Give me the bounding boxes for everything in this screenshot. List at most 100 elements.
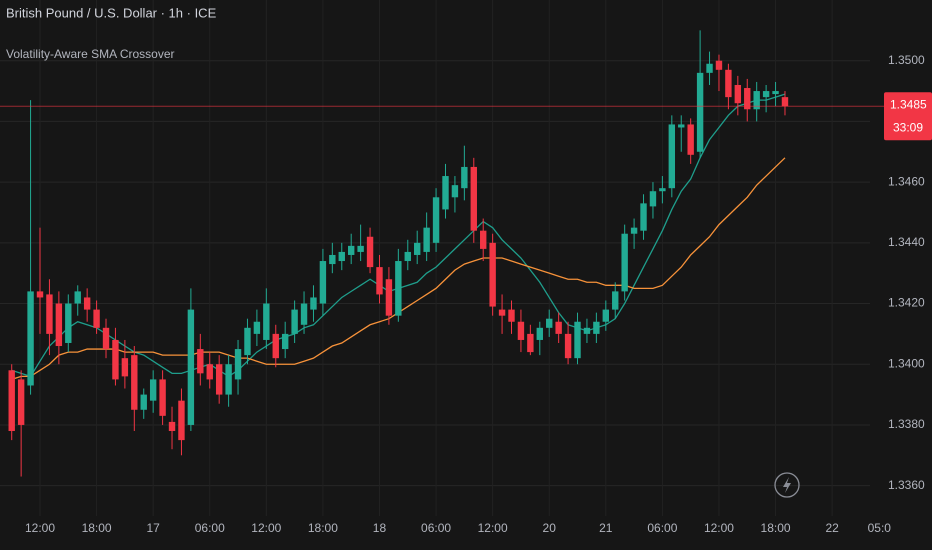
candle-body [319, 261, 327, 304]
candle-body [206, 364, 213, 380]
candle-body [291, 309, 298, 334]
candle-body [451, 185, 459, 198]
y-tick-label: 1.3360 [888, 478, 925, 492]
candle-body [621, 233, 628, 292]
candle-body [734, 84, 742, 104]
y-tick-label: 1.3380 [888, 417, 925, 431]
candle-body [630, 227, 638, 234]
candle-body [234, 349, 242, 380]
y-tick-label: 1.3420 [888, 296, 925, 310]
candle-body [772, 91, 779, 95]
x-tick-label: 06:00 [195, 521, 225, 535]
candle-body [385, 279, 393, 316]
candle-body [564, 333, 572, 359]
candle-body [8, 370, 15, 432]
lightning-icon [774, 472, 800, 498]
candle-body [310, 297, 317, 310]
candle-body [583, 327, 591, 334]
candle-body [253, 321, 261, 334]
candle-body [640, 203, 647, 231]
x-tick-label: 21 [599, 521, 613, 535]
candle-body [112, 339, 119, 380]
candle-body [442, 176, 449, 210]
candle-body [376, 267, 383, 295]
x-tick-label: 18:00 [82, 521, 112, 535]
candle-body [555, 321, 562, 334]
x-tick-label: 18:00 [308, 521, 338, 535]
candle-body [338, 251, 345, 262]
countdown-label: 33:09 [893, 120, 923, 134]
x-tick-label: 12:00 [704, 521, 734, 535]
candle-body [753, 91, 760, 110]
x-tick-label: 12:00 [25, 521, 55, 535]
candle-body [508, 309, 515, 322]
candle-body [762, 91, 770, 98]
candle-body [659, 188, 666, 192]
chart-title: British Pound / U.S. Dollar · 1h · ICE [6, 5, 217, 20]
candle-body [687, 124, 694, 155]
x-tick-label: 18 [373, 521, 387, 535]
x-tick-label: 22 [825, 521, 839, 535]
candle-body [17, 379, 25, 425]
y-tick-label: 1.3400 [888, 356, 925, 370]
candle-body [366, 236, 374, 268]
candle-body [725, 69, 732, 98]
candle-body [357, 245, 364, 252]
candle-body [102, 327, 110, 350]
candle-body [197, 349, 204, 374]
candle-body [140, 394, 147, 410]
candle-body [159, 379, 166, 416]
candle-body [574, 321, 581, 359]
candle-body [178, 400, 185, 441]
icon-bolt [783, 477, 791, 493]
candle-body [480, 230, 487, 249]
candle-body [536, 327, 543, 340]
candle-body [404, 251, 411, 262]
candle-body [706, 63, 713, 73]
candle-body [244, 327, 251, 356]
candle-body [300, 303, 308, 325]
price-tag [884, 92, 932, 141]
y-tick-label: 1.3440 [888, 235, 925, 249]
candle-body [263, 303, 270, 340]
candle-body [470, 166, 477, 231]
indicator-name: Volatility-Aware SMA Crossover [6, 47, 175, 61]
candle-body [168, 421, 176, 432]
candle-body [74, 291, 81, 304]
candle-body [527, 333, 534, 353]
candle-body [546, 318, 553, 328]
candle-body [668, 124, 676, 189]
axes: 1.3360 1.3380 1.3400 1.3420 1.3440 1.3460 1.34… [25, 53, 932, 535]
x-tick-label: 06:00 [647, 521, 677, 535]
candle-body [131, 355, 138, 410]
candle-body [187, 309, 195, 425]
x-tick-label: 12:00 [251, 521, 281, 535]
x-tick-label: 20 [543, 521, 557, 535]
candle-body [395, 261, 402, 316]
x-tick-label: 06:00 [421, 521, 451, 535]
last-price-label: 1.3485 [890, 97, 927, 111]
candle-body [649, 191, 657, 207]
candle-body [432, 197, 440, 243]
candle-body [612, 291, 619, 310]
candle-body [93, 309, 100, 328]
candle-body [36, 291, 44, 298]
candle-body [414, 242, 421, 255]
x-tick-label: 12:00 [478, 521, 508, 535]
x-tick-label: 18:00 [761, 521, 791, 535]
x-tick-label: 17 [146, 521, 160, 535]
candle-body [149, 379, 157, 401]
candle-body [281, 333, 289, 350]
candle-body [781, 97, 789, 107]
candle-body [423, 227, 430, 252]
candle-body [715, 60, 723, 70]
candle-body [517, 321, 525, 340]
candle-body [461, 166, 468, 189]
y-tick-label: 1.3500 [888, 53, 925, 67]
x-tick-label: 05:0 [868, 521, 892, 535]
candle-body [602, 309, 610, 322]
candle-body [329, 254, 336, 265]
candle-body [65, 303, 72, 343]
